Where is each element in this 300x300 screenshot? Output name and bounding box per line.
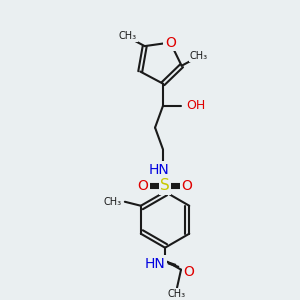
Text: S: S (160, 178, 170, 193)
Text: O: O (138, 178, 148, 193)
Text: CH₃: CH₃ (104, 197, 122, 207)
Text: OH: OH (186, 99, 205, 112)
Text: HN: HN (145, 257, 165, 271)
Text: O: O (184, 265, 194, 279)
Text: O: O (165, 35, 176, 50)
Text: CH₃: CH₃ (168, 289, 186, 298)
Text: HN: HN (149, 163, 170, 177)
Text: O: O (182, 178, 192, 193)
Text: CH₃: CH₃ (190, 51, 208, 61)
Text: CH₃: CH₃ (119, 31, 137, 41)
